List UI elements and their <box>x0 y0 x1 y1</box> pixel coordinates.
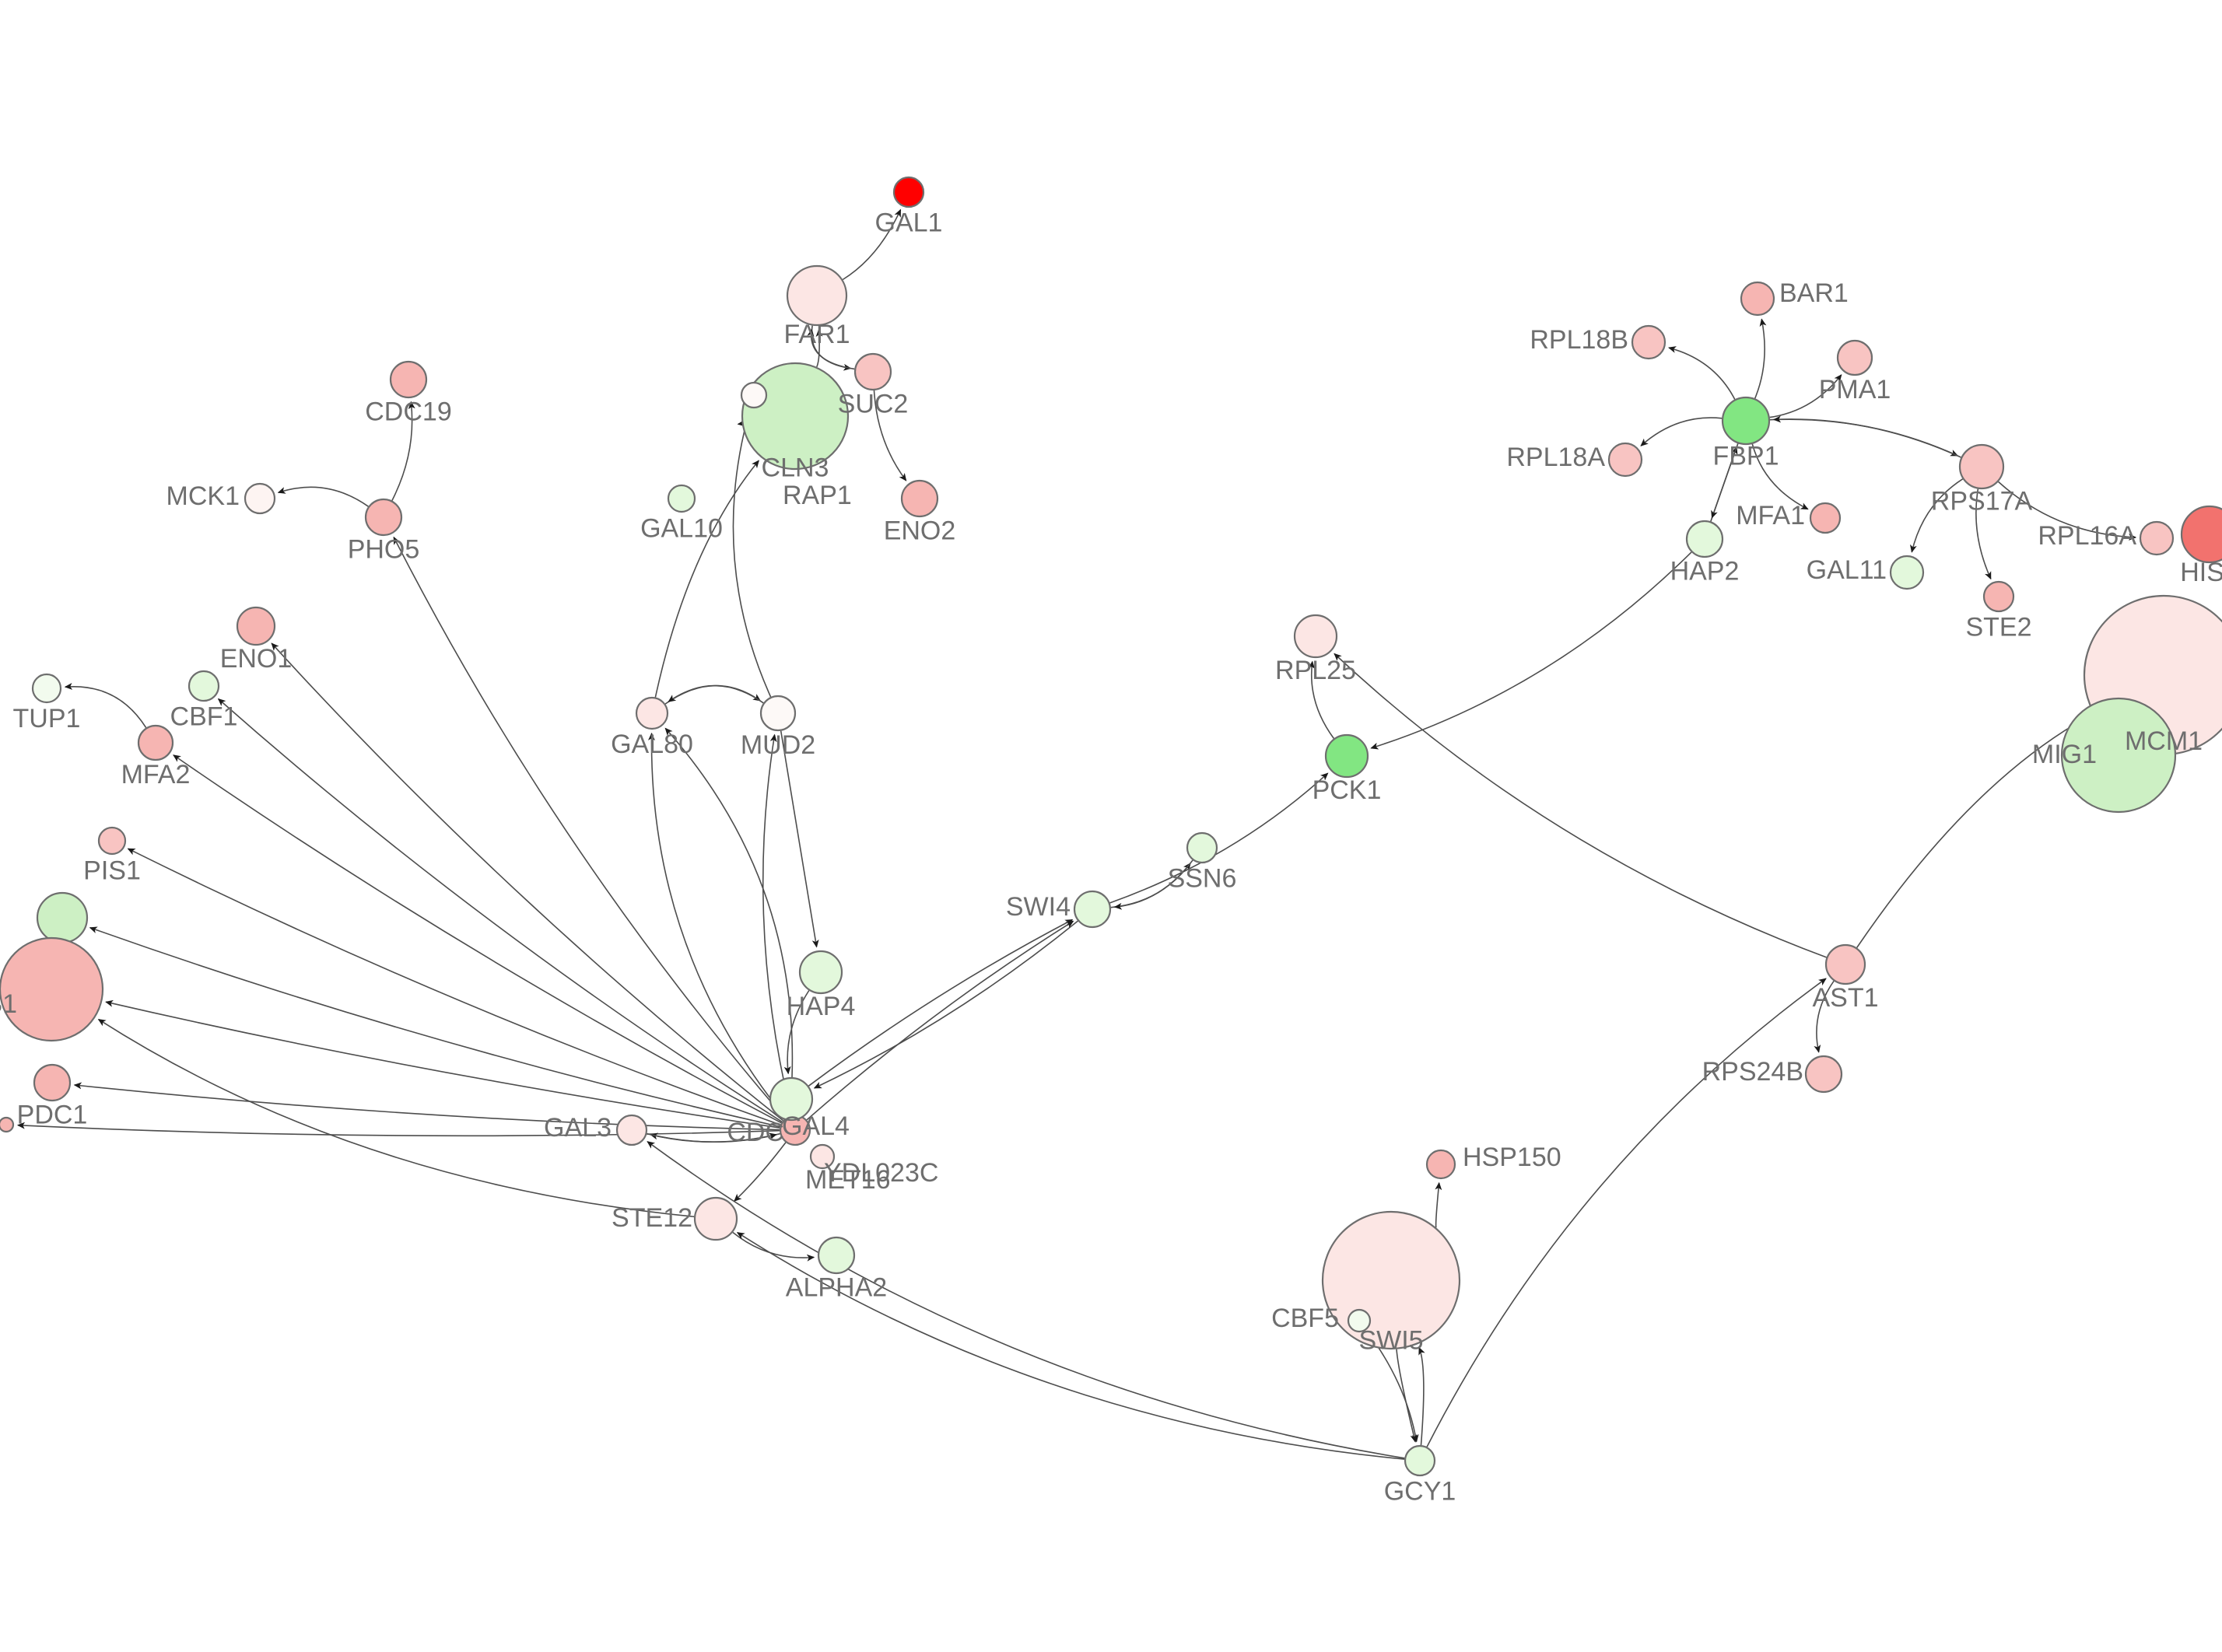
svg-text:ALPHA2: ALPHA2 <box>786 1273 887 1303</box>
svg-text:RPL18A: RPL18A <box>1506 443 1605 472</box>
svg-text:BAR1: BAR1 <box>1779 278 1849 308</box>
svg-text:CLN3: CLN3 <box>762 453 829 482</box>
svg-text:AST1: AST1 <box>1812 983 1878 1013</box>
svg-text:FAR1: FAR1 <box>783 320 850 349</box>
svg-text:CDC19: CDC19 <box>365 397 451 427</box>
svg-text:MFA2: MFA2 <box>121 760 191 789</box>
svg-text:SWI5: SWI5 <box>1358 1325 1423 1355</box>
svg-text:TUP1: TUP1 <box>13 704 81 733</box>
svg-text:GAL1: GAL1 <box>875 208 943 237</box>
svg-text:GAL11: GAL11 <box>1807 555 1887 585</box>
svg-text:PDC1: PDC1 <box>17 1101 88 1130</box>
svg-text:ENO1: ENO1 <box>220 644 293 674</box>
svg-text:CBF1: CBF1 <box>170 702 238 732</box>
svg-text:HAP2: HAP2 <box>1670 557 1740 586</box>
svg-text:RPS24B: RPS24B <box>1702 1057 1803 1087</box>
svg-text:GCY1: GCY1 <box>1384 1477 1456 1507</box>
svg-text:RAP1: RAP1 <box>783 481 852 510</box>
svg-text:GAL80: GAL80 <box>611 730 693 759</box>
svg-text:MUD2: MUD2 <box>741 730 815 760</box>
svg-text:ENO2: ENO2 <box>884 516 956 546</box>
svg-text:FBP1: FBP1 <box>1712 442 1779 471</box>
svg-text:CDC: CDC <box>727 1118 784 1147</box>
svg-text:HSP150: HSP150 <box>1463 1143 1561 1172</box>
svg-text:PIS1: PIS1 <box>83 856 141 885</box>
svg-text:RPS17A: RPS17A <box>1931 486 2033 516</box>
svg-text:CBF5: CBF5 <box>1271 1304 1339 1333</box>
svg-text:RPL16A: RPL16A <box>2038 521 2136 551</box>
svg-text:STE2: STE2 <box>1965 613 2031 642</box>
svg-text:MCM1: MCM1 <box>2125 726 2203 756</box>
svg-text:MCK1: MCK1 <box>166 481 240 511</box>
svg-text:HIS4: HIS4 <box>2180 558 2222 587</box>
svg-text:MIG1: MIG1 <box>2032 740 2097 769</box>
svg-text:SWI4: SWI4 <box>1006 892 1071 922</box>
svg-text:SSN6: SSN6 <box>1168 864 1237 894</box>
svg-text:STE12: STE12 <box>612 1203 692 1233</box>
svg-text:AS1: AS1 <box>0 989 17 1019</box>
svg-text:PHO5: PHO5 <box>348 535 420 565</box>
svg-text:PMA1: PMA1 <box>1819 375 1891 404</box>
svg-text:HAP4: HAP4 <box>787 992 856 1021</box>
svg-text:RPL18B: RPL18B <box>1530 325 1628 355</box>
svg-text:MFA1: MFA1 <box>1736 501 1805 530</box>
svg-text:PCK1: PCK1 <box>1313 775 1382 805</box>
svg-text:GAL4: GAL4 <box>782 1111 850 1141</box>
svg-text:SUC2: SUC2 <box>838 390 909 419</box>
svg-text:RPL25: RPL25 <box>1275 656 1356 685</box>
svg-text:MET16: MET16 <box>805 1165 891 1195</box>
svg-text:GAL10: GAL10 <box>640 513 723 543</box>
svg-text:GAL3: GAL3 <box>544 1113 612 1143</box>
